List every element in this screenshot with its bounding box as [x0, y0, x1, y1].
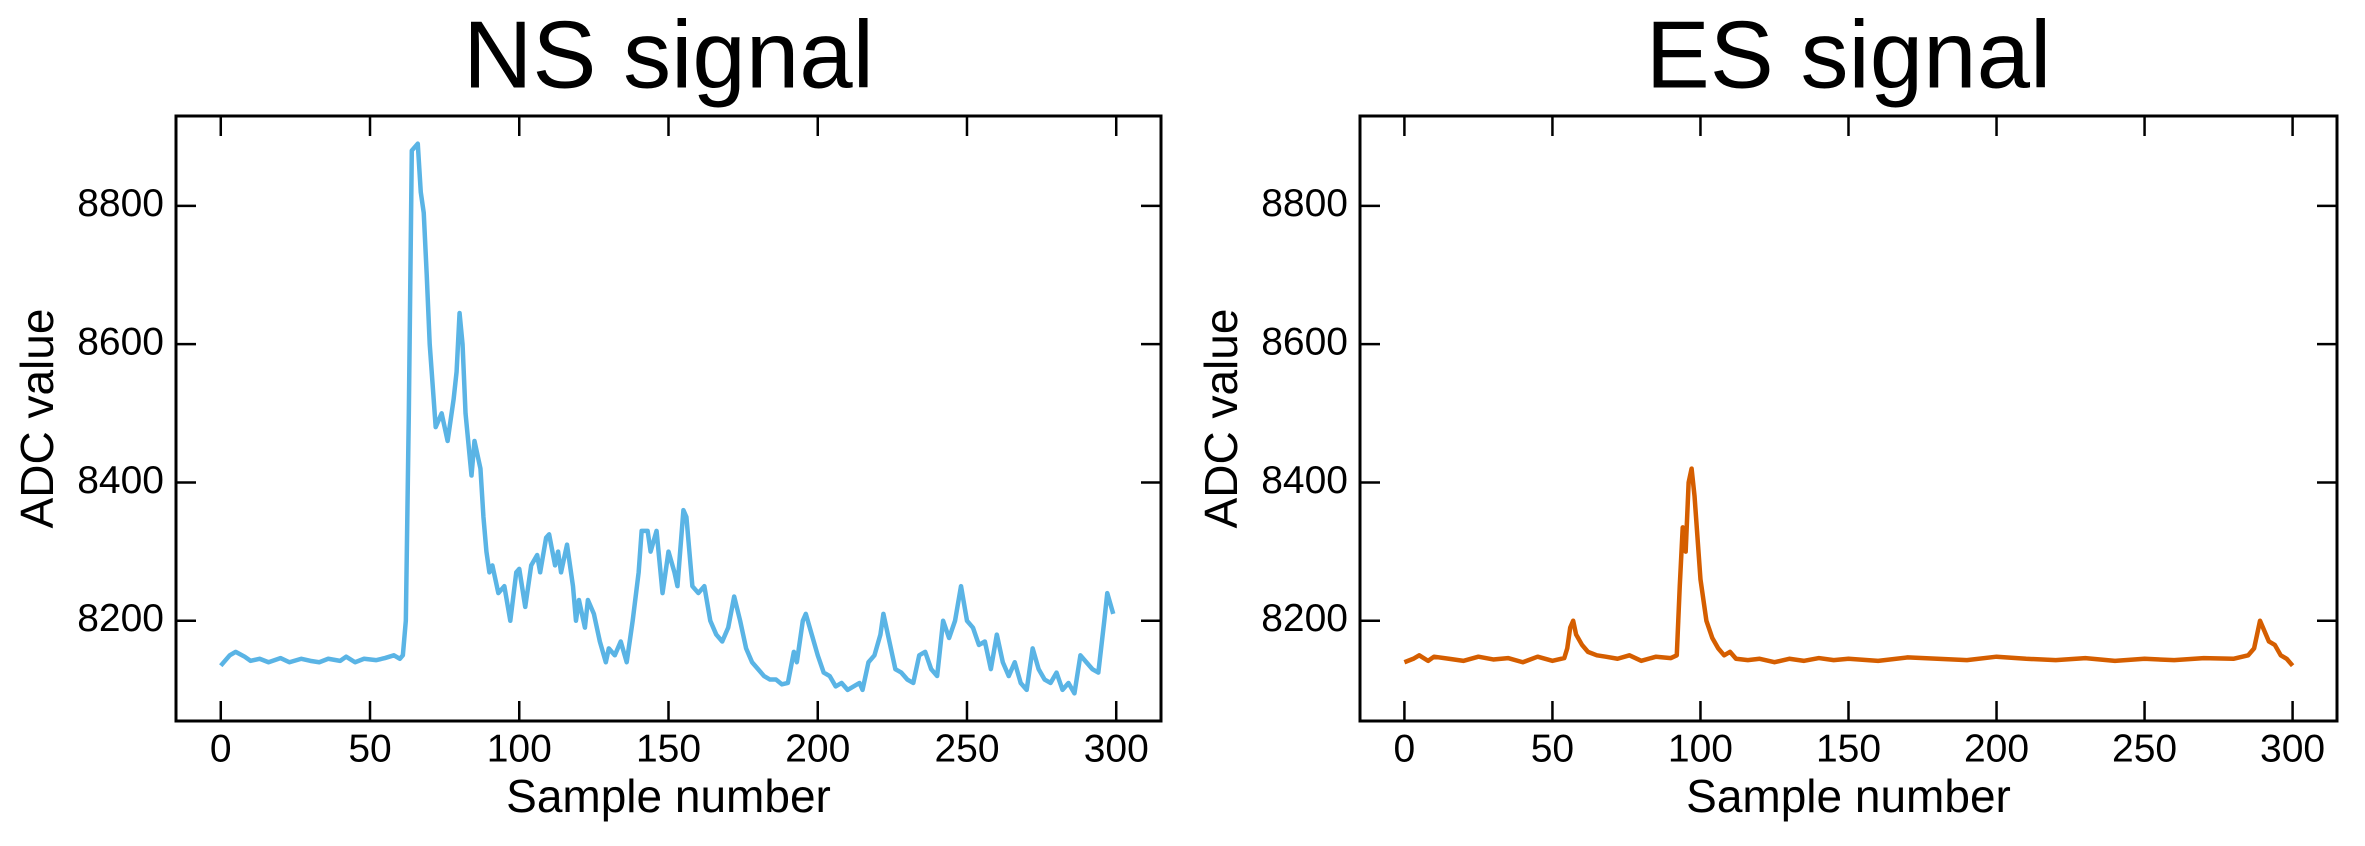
x-axis-label: Sample number: [1686, 770, 2011, 822]
y-tick-label: 8800: [1261, 182, 1348, 225]
x-tick-label: 50: [1531, 727, 1574, 770]
y-tick-label: 8200: [1261, 597, 1348, 640]
x-tick-label: 100: [487, 727, 552, 770]
y-axis-label: ADC value: [11, 309, 63, 529]
x-tick-label: 250: [2112, 727, 2177, 770]
y-tick-label: 8600: [77, 320, 164, 363]
y-tick-label: 8200: [77, 597, 164, 640]
y-axis-label: ADC value: [1195, 309, 1247, 529]
x-tick-label: 100: [1668, 727, 1733, 770]
data-line: [219, 141, 1116, 696]
plot-frame: [1358, 114, 2339, 723]
x-tick-label: 0: [1394, 727, 1416, 770]
y-tick-label: 8800: [77, 182, 164, 225]
data-line: [1403, 466, 2295, 668]
x-tick-label: 0: [210, 727, 232, 770]
chart-title: ES signal: [1646, 1, 2052, 108]
y-tick-label: 8400: [1261, 459, 1348, 502]
x-tick-label: 200: [785, 727, 850, 770]
plot-frame: [174, 114, 1163, 723]
chart-title: NS signal: [463, 1, 874, 108]
y-tick-label: 8600: [1261, 320, 1348, 363]
x-tick-label: 150: [636, 727, 701, 770]
x-tick-label: 300: [2260, 727, 2325, 770]
x-tick-label: 50: [348, 727, 391, 770]
x-axis-label: Sample number: [506, 770, 831, 822]
x-tick-label: 150: [1816, 727, 1881, 770]
x-tick-label: 250: [934, 727, 999, 770]
x-tick-label: 200: [1964, 727, 2029, 770]
x-tick-label: 300: [1084, 727, 1149, 770]
y-tick-label: 8400: [77, 459, 164, 502]
